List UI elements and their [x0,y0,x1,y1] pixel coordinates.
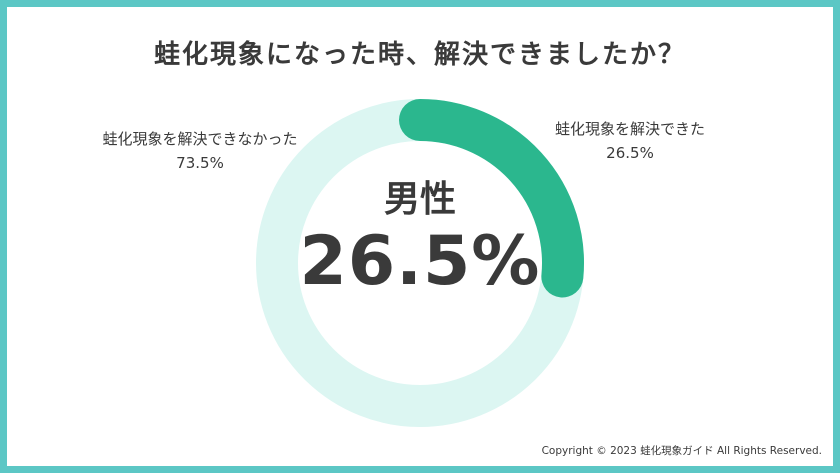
copyright-text: Copyright © 2023 蛙化現象ガイド All Rights Rese… [541,445,822,457]
callout-solved: 蛙化現象を解決できた 26.5% [510,117,750,165]
center-label: 男性 [383,179,456,220]
chart-title: 蛙化現象になった時、解決できましたか？ [153,40,686,70]
center-value: 26.5% [299,222,541,301]
callout-not-solved: 蛙化現象を解決できなかった 73.5% [70,127,330,175]
legend-label-not-solved: 蛙化現象を解決できなかった [102,130,298,148]
donut-slice-solved [399,99,584,298]
data-label-not-solved: 73.5% [176,154,224,172]
data-label-solved: 26.5% [606,144,654,162]
legend-label-solved: 蛙化現象を解決できた [554,120,705,138]
